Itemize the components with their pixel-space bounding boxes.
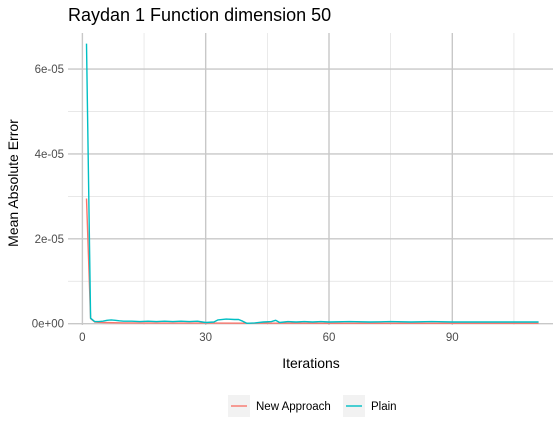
legend-label: Plain	[371, 401, 397, 413]
y-tick-label: 6e-05	[35, 64, 64, 76]
chart-title: Raydan 1 Function dimension 50	[68, 5, 331, 25]
x-tick-label: 0	[79, 332, 85, 344]
x-tick-label: 60	[323, 332, 336, 344]
x-tick-label: 90	[446, 332, 459, 344]
minor-gridlines	[68, 33, 553, 325]
y-axis-tick-labels: 0e+00 2e-05 4e-05 6e-05	[32, 64, 64, 331]
y-tick-label: 2e-05	[35, 234, 64, 246]
legend-label: New Approach	[256, 401, 331, 413]
major-gridlines	[68, 33, 553, 325]
x-axis-tick-labels: 0 30 60 90	[79, 332, 459, 344]
y-tick-label: 4e-05	[35, 149, 64, 161]
x-tick-label: 30	[199, 332, 212, 344]
series-line-new-approach	[85, 198, 539, 324]
y-tick-label: 0e+00	[32, 319, 64, 331]
series-lines	[85, 43, 539, 324]
series-line-plain	[85, 43, 539, 324]
x-axis-title: Iterations	[282, 355, 340, 371]
legend: New Approach Plain	[228, 395, 397, 417]
y-axis-title: Mean Absolute Error	[5, 119, 21, 247]
